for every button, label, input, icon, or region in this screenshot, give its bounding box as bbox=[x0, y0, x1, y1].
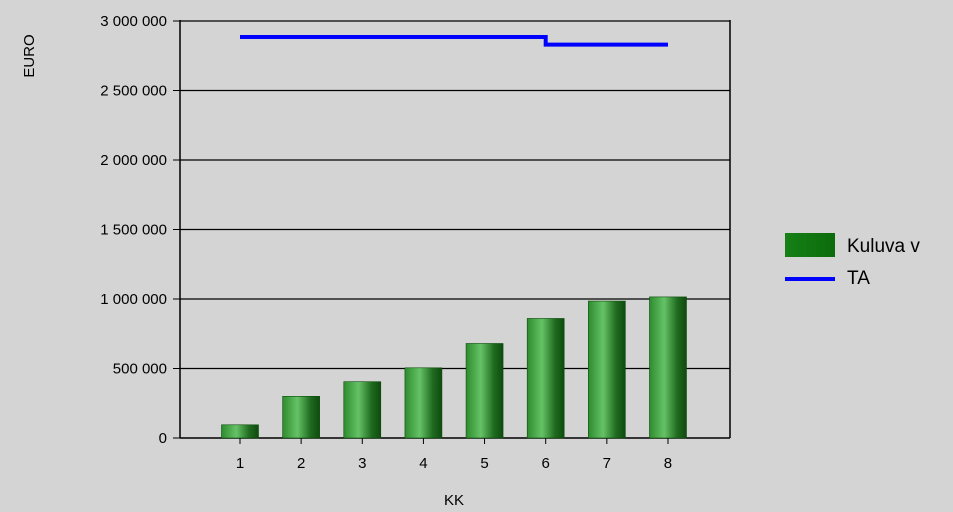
y-tick-label: 1 500 000 bbox=[100, 222, 167, 239]
y-tick-label: 500 000 bbox=[113, 361, 167, 378]
y-axis-title: EURO bbox=[21, 34, 38, 77]
legend-swatch-bars bbox=[785, 233, 835, 257]
bar bbox=[649, 296, 687, 439]
bar bbox=[465, 343, 504, 439]
x-tick-label: 6 bbox=[542, 455, 550, 472]
bar bbox=[404, 367, 443, 439]
bar bbox=[343, 381, 382, 439]
bar bbox=[282, 395, 320, 439]
bar bbox=[588, 300, 626, 439]
x-tick-label: 1 bbox=[236, 455, 244, 472]
y-tick-label: 1 000 000 bbox=[100, 291, 167, 308]
y-tick-label: 3 000 000 bbox=[100, 13, 167, 30]
legend-label-line: TA bbox=[847, 268, 870, 289]
bar bbox=[526, 318, 565, 439]
bar bbox=[221, 424, 259, 439]
x-tick-label: 3 bbox=[358, 455, 366, 472]
x-tick-label: 8 bbox=[664, 455, 672, 472]
y-tick-label: 0 bbox=[159, 430, 167, 447]
x-axis-title: KK bbox=[444, 492, 464, 509]
x-tick-label: 2 bbox=[297, 455, 305, 472]
legend-label-bars: Kuluva v bbox=[847, 236, 920, 257]
y-tick-label: 2 500 000 bbox=[100, 83, 167, 100]
series-line-ta bbox=[240, 34, 668, 47]
legend: Kuluva v TA bbox=[785, 233, 920, 289]
x-tick-label: 4 bbox=[419, 455, 427, 472]
y-tick-label: 2 000 000 bbox=[100, 152, 167, 169]
x-tick-label: 5 bbox=[480, 455, 488, 472]
plot-area: 0 500 000 1 000 000 1 500 000 2 000 000 2 500… bbox=[100, 13, 731, 472]
x-tick-label: 7 bbox=[603, 455, 611, 472]
